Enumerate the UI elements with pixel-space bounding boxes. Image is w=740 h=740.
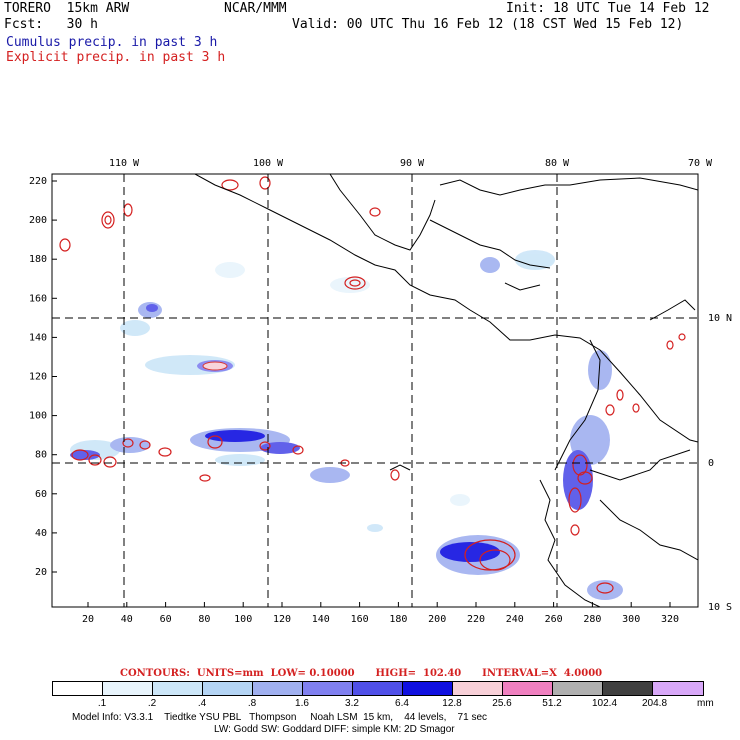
- graticule: [52, 174, 698, 607]
- grid-y-label: 220: [29, 176, 47, 187]
- grid-x-label: 20: [82, 614, 94, 625]
- lon-label: 110 W: [109, 158, 140, 169]
- lat-label: 0: [708, 458, 714, 469]
- colorbar-swatch: [153, 682, 203, 695]
- init-time: Init: 18 UTC Tue 14 Feb 12: [506, 1, 710, 16]
- colorbar-swatch: [453, 682, 503, 695]
- coastlines: [194, 174, 698, 607]
- lat-label: 10 S: [708, 602, 732, 613]
- colorbar-swatch: [53, 682, 103, 695]
- grid-y-label: 180: [29, 254, 47, 265]
- grid-x-label: 280: [583, 614, 601, 625]
- explicit-legend: Explicit precip. in past 3 h: [6, 50, 226, 65]
- colorbar-swatch: [553, 682, 603, 695]
- colorbar-label: 12.8: [442, 698, 462, 709]
- colorbar: [52, 681, 704, 696]
- explicit-precip-contours: [59, 176, 686, 594]
- cumulus-precip: [70, 250, 623, 600]
- model-name: TORERO 15km ARW: [4, 1, 130, 16]
- lon-label: 100 W: [253, 158, 284, 169]
- lon-label: 80 W: [545, 158, 570, 169]
- valid-time: Valid: 00 UTC Thu 16 Feb 12 (18 CST Wed …: [292, 17, 684, 32]
- grid-x-label: 220: [467, 614, 485, 625]
- grid-y-label: 120: [29, 372, 47, 383]
- colorbar-label: 3.2: [345, 698, 359, 709]
- model-info: Model Info: V3.3.1 Tiedtke YSU PBL Thomp…: [72, 712, 488, 723]
- grid-y-label: 140: [29, 332, 47, 343]
- colorbar-label: .8: [247, 698, 257, 709]
- grid-y-label: 160: [29, 293, 47, 304]
- colorbar-swatch: [303, 682, 353, 695]
- colorbar-swatch: [103, 682, 153, 695]
- colorbar-swatch: [353, 682, 403, 695]
- lon-label: 70 W: [688, 158, 713, 169]
- colorbar-label: .2: [147, 698, 157, 709]
- grid-x-label: 60: [160, 614, 172, 625]
- tick-labels: 110 W 100 W 90 W 80 W 70 W 10 N 0 10 S 220 200 180…: [29, 158, 732, 625]
- contours-info: CONTOURS: UNITS=mm LOW= 0.10000 HIGH= 10…: [120, 668, 603, 679]
- grid-x-label: 260: [545, 614, 563, 625]
- grid-x-label: 300: [622, 614, 640, 625]
- colorbar-swatch: [403, 682, 453, 695]
- grid-y-label: 60: [35, 489, 47, 500]
- grid-x-label: 240: [506, 614, 524, 625]
- colorbar-label: 102.4: [592, 698, 618, 709]
- colorbar-swatch: [203, 682, 253, 695]
- colorbar-label: .4: [197, 698, 207, 709]
- grid-x-label: 140: [312, 614, 330, 625]
- colorbar-label: 6.4: [395, 698, 409, 709]
- grid-y-label: 200: [29, 215, 47, 226]
- grid-y-label: 100: [29, 411, 47, 422]
- grid-x-label: 320: [661, 614, 679, 625]
- map-layers: [59, 174, 698, 607]
- physics-info: LW: Godd SW: Goddard DIFF: simple KM: 2D…: [214, 724, 455, 735]
- grid-x-label: 180: [389, 614, 407, 625]
- colorbar-label: 204.8: [642, 698, 668, 709]
- colorbar-swatch: [503, 682, 553, 695]
- colorbar-swatch: [253, 682, 303, 695]
- grid-y-label: 20: [35, 567, 47, 578]
- plot-frame: [51, 173, 699, 608]
- forecast-hour: Fcst: 30 h: [4, 17, 98, 32]
- grid-y-label: 80: [35, 450, 47, 461]
- colorbar-swatch: [603, 682, 653, 695]
- lon-label: 90 W: [400, 158, 425, 169]
- tick-marks: [52, 180, 671, 607]
- grid-y-label: 40: [35, 528, 47, 539]
- colorbar-units: mm: [697, 698, 714, 709]
- grid-x-label: 80: [198, 614, 210, 625]
- colorbar-label: 25.6: [492, 698, 512, 709]
- grid-x-label: 120: [273, 614, 291, 625]
- cumulus-legend: Cumulus precip. in past 3 h: [6, 35, 218, 50]
- grid-x-label: 40: [121, 614, 133, 625]
- colorbar-label: 51.2: [542, 698, 562, 709]
- colorbar-label: .1: [97, 698, 107, 709]
- colorbar-swatch: [653, 682, 703, 695]
- center-name: NCAR/MMM: [224, 1, 287, 16]
- grid-x-label: 200: [428, 614, 446, 625]
- grid-x-label: 100: [234, 614, 252, 625]
- grid-x-label: 160: [351, 614, 369, 625]
- lat-label: 10 N: [708, 313, 732, 324]
- colorbar-label: 1.6: [295, 698, 309, 709]
